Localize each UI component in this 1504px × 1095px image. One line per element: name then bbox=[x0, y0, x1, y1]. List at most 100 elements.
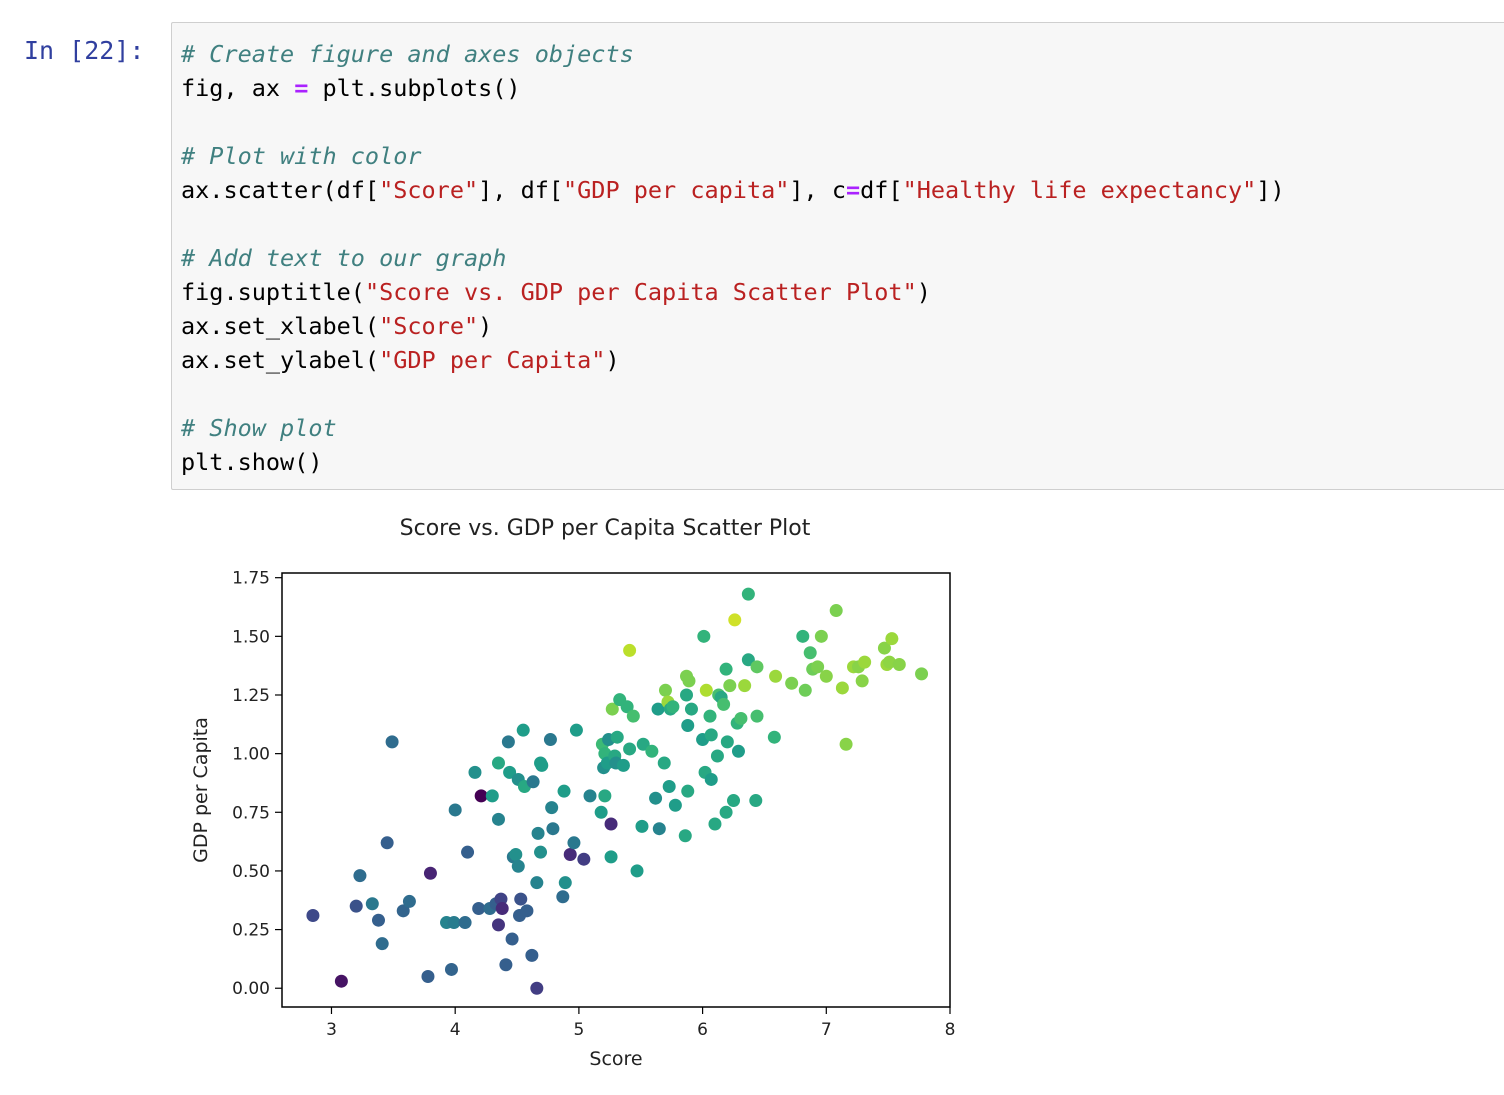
scatter-point bbox=[509, 848, 523, 862]
scatter-point bbox=[569, 723, 583, 737]
scatter-point bbox=[491, 918, 505, 932]
scatter-point bbox=[468, 765, 482, 779]
scatter-point bbox=[616, 758, 630, 772]
scatter-point bbox=[814, 629, 828, 643]
scatter-point bbox=[750, 660, 764, 674]
code-text: ) bbox=[478, 312, 493, 340]
scatter-point bbox=[723, 679, 737, 693]
scatter-point bbox=[684, 702, 698, 716]
scatter-point bbox=[499, 958, 513, 972]
code-comment: # Create figure and axes objects bbox=[181, 40, 634, 68]
scatter-point bbox=[668, 798, 682, 812]
scatter-point bbox=[577, 852, 591, 866]
scatter-point bbox=[472, 901, 486, 915]
scatter-point bbox=[444, 962, 458, 976]
code-text: plt.subplots() bbox=[308, 74, 521, 102]
scatter-point bbox=[402, 894, 416, 908]
scatter-point bbox=[461, 845, 475, 859]
scatter-point bbox=[514, 892, 528, 906]
scatter-point bbox=[749, 794, 763, 808]
scatter-point bbox=[727, 794, 741, 808]
code-line-13: plt.show() bbox=[181, 445, 1285, 479]
scatter-point bbox=[719, 805, 733, 819]
code-string: "Score vs. GDP per Capita Scatter Plot" bbox=[364, 278, 917, 306]
code-text: ]) bbox=[1256, 176, 1285, 204]
scatter-point bbox=[839, 737, 853, 751]
scatter-point bbox=[680, 688, 694, 702]
code-line-1: # Create figure and axes objects bbox=[181, 37, 1285, 71]
scatter-point bbox=[658, 683, 672, 697]
code-text: ax.scatter(df[ bbox=[181, 176, 380, 204]
scatter-point bbox=[699, 683, 713, 697]
code-cell[interactable]: # Create figure and axes objects fig, ax … bbox=[171, 22, 1504, 490]
y-tick-label: 1.00 bbox=[232, 745, 270, 765]
scatter-point bbox=[583, 789, 597, 803]
scatter-point bbox=[558, 876, 572, 890]
y-tick-label: 0.25 bbox=[232, 921, 270, 941]
scatter-point bbox=[710, 749, 724, 763]
code-line-blank bbox=[181, 207, 1285, 241]
y-axis: 0.00 0.25 0.50 0.75 1.00 1.25 1.50 1.75 bbox=[232, 569, 282, 999]
scatter-point bbox=[594, 805, 608, 819]
scatter-point bbox=[334, 974, 348, 988]
scatter-point bbox=[491, 756, 505, 770]
scatter-point bbox=[885, 632, 899, 646]
scatter-point bbox=[697, 629, 711, 643]
scatter-point bbox=[708, 817, 722, 831]
scatter-point bbox=[738, 679, 752, 693]
scatter-point bbox=[734, 711, 748, 725]
x-tick-label: 4 bbox=[450, 1020, 461, 1040]
y-tick-label: 1.50 bbox=[232, 627, 270, 647]
code-string: "Score" bbox=[379, 312, 479, 340]
x-tick-label: 6 bbox=[697, 1020, 708, 1040]
code-text: fig, ax bbox=[181, 74, 295, 102]
scatter-point bbox=[892, 657, 906, 671]
code-text: df[ bbox=[860, 176, 903, 204]
scatter-point bbox=[882, 655, 896, 669]
code-line-blank bbox=[181, 377, 1285, 411]
scatter-point bbox=[380, 836, 394, 850]
x-tick-label: 5 bbox=[573, 1020, 584, 1040]
scatter-point bbox=[371, 913, 385, 927]
scatter-point bbox=[796, 629, 810, 643]
code-line-5: ax.scatter(df["Score"], df["GDP per capi… bbox=[181, 173, 1285, 207]
code-text: ], c bbox=[789, 176, 846, 204]
code-text: fig.suptitle( bbox=[181, 278, 365, 306]
scatter-point bbox=[666, 700, 680, 714]
scatter-point bbox=[681, 784, 695, 798]
scatter-point bbox=[447, 916, 461, 930]
scatter-point bbox=[598, 789, 612, 803]
y-axis-label: GDP per Capita bbox=[190, 717, 212, 863]
scatter-point bbox=[545, 801, 559, 815]
code-text: ], df[ bbox=[478, 176, 564, 204]
code-editor[interactable]: # Create figure and axes objects fig, ax … bbox=[181, 37, 1285, 479]
scatter-point bbox=[530, 981, 544, 995]
scatter-point bbox=[535, 758, 549, 772]
scatter-point bbox=[657, 756, 671, 770]
code-string: "Score" bbox=[379, 176, 479, 204]
y-tick-label: 0.50 bbox=[232, 862, 270, 882]
code-text: ax.set_ylabel( bbox=[181, 346, 380, 374]
chart-title: Score vs. GDP per Capita Scatter Plot bbox=[400, 516, 811, 541]
scatter-point bbox=[623, 742, 637, 756]
scatter-point bbox=[423, 866, 437, 880]
scatter-point bbox=[534, 845, 548, 859]
code-operator: = bbox=[845, 176, 861, 204]
scatter-point bbox=[681, 718, 695, 732]
scatter-point bbox=[567, 836, 581, 850]
scatter-point bbox=[620, 700, 634, 714]
scatter-point bbox=[678, 829, 692, 843]
code-line-10: ax.set_ylabel("GDP per Capita") bbox=[181, 343, 1285, 377]
y-tick-label: 0.75 bbox=[232, 803, 270, 823]
code-operator: = bbox=[294, 74, 309, 102]
scatter-point bbox=[635, 819, 649, 833]
x-tick-label: 3 bbox=[326, 1020, 337, 1040]
code-line-7: # Add text to our graph bbox=[181, 241, 1285, 275]
code-text: ) bbox=[605, 346, 620, 374]
scatter-point bbox=[605, 702, 619, 716]
scatter-point bbox=[717, 697, 731, 711]
code-string: "Healthy life expectancy" bbox=[902, 176, 1257, 204]
y-tick-label: 1.75 bbox=[232, 569, 270, 589]
scatter-point bbox=[645, 744, 659, 758]
scatter-point bbox=[720, 735, 734, 749]
